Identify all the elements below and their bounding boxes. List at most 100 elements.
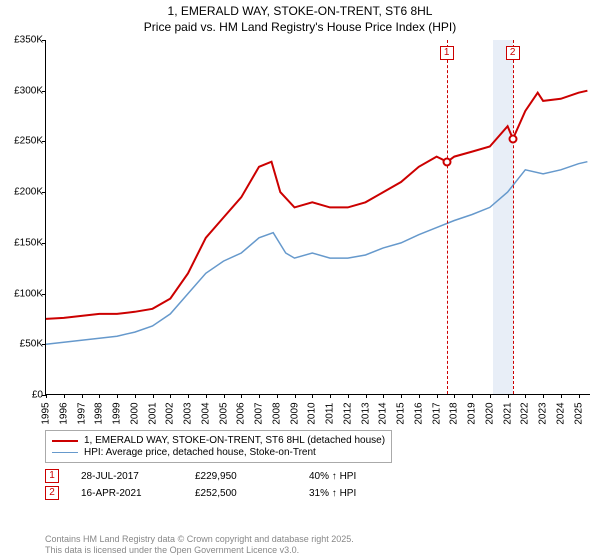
x-tick-mark xyxy=(135,394,136,398)
x-tick-label: 2018 xyxy=(449,402,460,424)
sale-row-delta: 40% ↑ HPI xyxy=(309,471,401,482)
x-tick-mark xyxy=(525,394,526,398)
x-tick-mark xyxy=(241,394,242,398)
y-tick-mark xyxy=(42,243,46,244)
legend-label: HPI: Average price, detached house, Stok… xyxy=(84,447,316,458)
y-tick-label: £100K xyxy=(1,288,43,299)
x-tick-label: 1996 xyxy=(58,402,69,424)
legend-box: 1, EMERALD WAY, STOKE-ON-TRENT, ST6 8HL … xyxy=(45,430,392,463)
credits: Contains HM Land Registry data © Crown c… xyxy=(45,534,354,556)
x-tick-mark xyxy=(46,394,47,398)
y-tick-label: £0 xyxy=(1,390,43,401)
y-tick-mark xyxy=(42,344,46,345)
x-tick-label: 2003 xyxy=(183,402,194,424)
x-tick-label: 2014 xyxy=(378,402,389,424)
x-tick-mark xyxy=(259,394,260,398)
legend-swatch xyxy=(52,440,78,442)
y-tick-mark xyxy=(42,141,46,142)
sale-row-date: 28-JUL-2017 xyxy=(81,471,173,482)
x-tick-label: 2006 xyxy=(236,402,247,424)
sale-row-delta: 31% ↑ HPI xyxy=(309,488,401,499)
sale-row-marker: 1 xyxy=(45,469,59,483)
legend-row: 1, EMERALD WAY, STOKE-ON-TRENT, ST6 8HL … xyxy=(52,435,385,446)
series-line-property xyxy=(46,91,587,319)
x-tick-label: 2002 xyxy=(165,402,176,424)
x-tick-label: 2022 xyxy=(520,402,531,424)
x-tick-mark xyxy=(117,394,118,398)
series-line-hpi xyxy=(46,162,587,345)
x-tick-label: 2005 xyxy=(218,402,229,424)
x-tick-label: 2024 xyxy=(555,402,566,424)
x-tick-label: 2004 xyxy=(200,402,211,424)
x-tick-mark xyxy=(437,394,438,398)
y-tick-label: £250K xyxy=(1,136,43,147)
sale-dot xyxy=(508,134,517,143)
sale-marker-box: 2 xyxy=(506,46,520,60)
x-tick-label: 2009 xyxy=(289,402,300,424)
x-tick-mark xyxy=(543,394,544,398)
x-tick-label: 2020 xyxy=(484,402,495,424)
x-tick-mark xyxy=(188,394,189,398)
x-tick-label: 1997 xyxy=(76,402,87,424)
x-tick-label: 2000 xyxy=(129,402,140,424)
x-tick-mark xyxy=(277,394,278,398)
sale-marker-box: 1 xyxy=(440,46,454,60)
x-tick-mark xyxy=(366,394,367,398)
credits-line-2: This data is licensed under the Open Gov… xyxy=(45,545,354,556)
x-tick-mark xyxy=(312,394,313,398)
x-tick-mark xyxy=(99,394,100,398)
x-tick-label: 2015 xyxy=(396,402,407,424)
x-tick-label: 2011 xyxy=(325,403,336,425)
y-tick-label: £300K xyxy=(1,85,43,96)
x-tick-label: 2007 xyxy=(254,402,265,424)
x-tick-label: 1999 xyxy=(112,402,123,424)
x-tick-label: 2019 xyxy=(467,402,478,424)
x-tick-mark xyxy=(454,394,455,398)
sale-vline xyxy=(447,40,448,394)
legend-swatch xyxy=(52,452,78,454)
x-tick-mark xyxy=(348,394,349,398)
x-tick-mark xyxy=(579,394,580,398)
x-tick-label: 2023 xyxy=(538,402,549,424)
x-tick-mark xyxy=(224,394,225,398)
y-tick-label: £150K xyxy=(1,237,43,248)
x-tick-mark xyxy=(508,394,509,398)
plot-area: £0£50K£100K£150K£200K£250K£300K£350K1995… xyxy=(45,40,590,395)
sale-row-date: 16-APR-2021 xyxy=(81,488,173,499)
x-tick-mark xyxy=(419,394,420,398)
sale-row-price: £229,950 xyxy=(195,471,287,482)
x-tick-label: 2012 xyxy=(342,402,353,424)
x-tick-label: 2016 xyxy=(413,402,424,424)
sales-table: 1 28-JUL-2017 £229,950 40% ↑ HPI 2 16-APR-202… xyxy=(45,469,590,500)
sale-row: 216-APR-2021£252,50031% ↑ HPI xyxy=(45,486,590,500)
x-tick-label: 2013 xyxy=(360,402,371,424)
y-tick-mark xyxy=(42,294,46,295)
x-tick-mark xyxy=(82,394,83,398)
y-tick-mark xyxy=(42,192,46,193)
x-tick-mark xyxy=(206,394,207,398)
x-tick-mark xyxy=(383,394,384,398)
sale-dot xyxy=(442,157,451,166)
legend-area: 1, EMERALD WAY, STOKE-ON-TRENT, ST6 8HL … xyxy=(45,430,590,503)
x-tick-label: 2001 xyxy=(147,402,158,424)
x-tick-mark xyxy=(561,394,562,398)
x-tick-mark xyxy=(401,394,402,398)
x-tick-label: 2010 xyxy=(307,402,318,424)
x-tick-label: 1998 xyxy=(94,402,105,424)
x-tick-mark xyxy=(330,394,331,398)
sale-row-marker: 2 xyxy=(45,486,59,500)
x-tick-mark xyxy=(153,394,154,398)
x-tick-mark xyxy=(472,394,473,398)
y-tick-label: £350K xyxy=(1,35,43,46)
chart-container: 1, EMERALD WAY, STOKE-ON-TRENT, ST6 8HL … xyxy=(0,0,600,560)
x-tick-mark xyxy=(295,394,296,398)
sale-row: 1 28-JUL-2017 £229,950 40% ↑ HPI xyxy=(45,469,590,483)
y-tick-label: £50K xyxy=(1,339,43,350)
x-tick-label: 2025 xyxy=(573,402,584,424)
y-tick-mark xyxy=(42,40,46,41)
chart-lines xyxy=(46,40,590,394)
legend-label: 1, EMERALD WAY, STOKE-ON-TRENT, ST6 8HL … xyxy=(84,435,385,446)
x-tick-mark xyxy=(490,394,491,398)
x-tick-label: 2021 xyxy=(502,402,513,424)
x-tick-mark xyxy=(170,394,171,398)
